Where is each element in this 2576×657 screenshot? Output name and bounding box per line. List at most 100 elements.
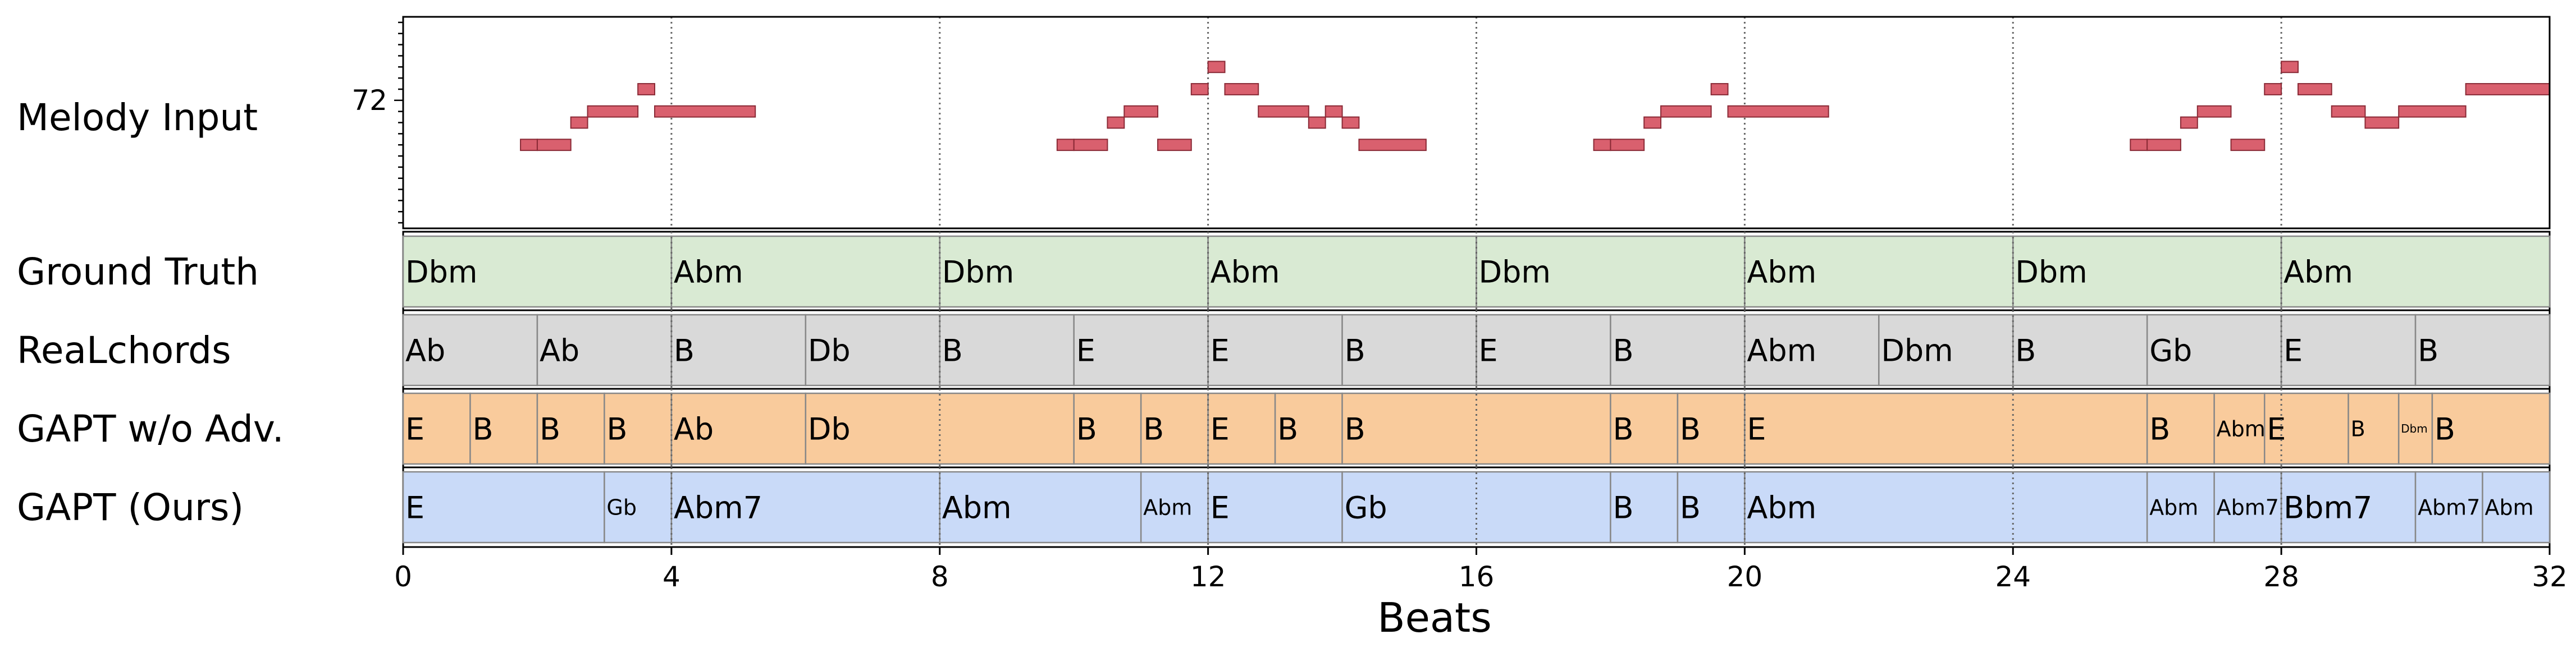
chord-segment — [2146, 392, 2215, 465]
chord-label: Abm — [942, 490, 1012, 525]
chord-label: Abm7 — [674, 490, 762, 525]
chord-label: E — [1747, 411, 1766, 447]
chord-label: B — [2149, 411, 2170, 447]
melody-note — [2398, 105, 2467, 118]
chord-segment — [2280, 235, 2551, 308]
melody-note — [2364, 116, 2400, 129]
chord-segment — [1744, 314, 1880, 387]
chord-label: Ab — [405, 333, 445, 368]
chord-label: Dbm — [942, 254, 1014, 290]
chord-label: Db — [808, 411, 851, 447]
melody-y-tick-label: 72 — [351, 84, 387, 117]
chord-label: Gb — [1345, 490, 1387, 525]
chord-label: B — [472, 411, 493, 447]
chord-label: E — [1076, 333, 1095, 368]
melody-note — [1610, 139, 1645, 151]
chord-label: Dbm — [2015, 254, 2087, 290]
chord-label: Abm — [674, 254, 743, 290]
chord-segment — [2213, 471, 2282, 544]
chord-segment — [670, 471, 940, 544]
chord-label: Dbm — [405, 254, 477, 290]
melody-note — [570, 116, 588, 129]
chord-label: B — [1613, 490, 1633, 525]
chord-segment — [402, 235, 673, 308]
chord-label: B — [1345, 333, 1365, 368]
chord-segment — [670, 235, 940, 308]
chord-segment — [1610, 392, 1679, 465]
x-tick-label: 8 — [931, 560, 949, 593]
chord-segment — [2012, 235, 2282, 308]
chord-segment — [1140, 471, 1209, 544]
melody-note — [2180, 116, 2198, 129]
chord-label: E — [1211, 490, 1230, 525]
chord-segment — [1744, 235, 2014, 308]
chord-label: E — [405, 490, 424, 525]
x-tick-label: 28 — [2263, 560, 2299, 593]
chord-segment — [1476, 314, 1611, 387]
x-tick-label: 16 — [1459, 560, 1495, 593]
chord-label: B — [1277, 411, 1298, 447]
gapt-ours-track: GAPT (Ours) E Gb Abm7 Abm Abm E Gb B B Abm Abm Abm7 B… — [17, 466, 2551, 548]
chord-label: Abm — [1747, 333, 1816, 368]
chord-segment — [1207, 471, 1343, 544]
chord-segment — [2431, 392, 2551, 465]
x-axis-title: Beats — [1377, 594, 1492, 641]
chord-segment — [1207, 314, 1343, 387]
melody-note — [1341, 116, 1360, 129]
melody-note — [1643, 116, 1662, 129]
x-tick-label: 4 — [663, 560, 680, 593]
chord-segment — [1073, 314, 1209, 387]
chord-label: B — [1613, 411, 1633, 447]
chord-label: B — [2418, 333, 2438, 368]
chord-segment — [1677, 471, 1746, 544]
x-axis: 0 4 8 12 16 20 24 28 32 — [394, 547, 2568, 593]
x-tick-label: 24 — [1995, 560, 2031, 593]
chord-segment — [670, 392, 807, 465]
chord-label: E — [405, 411, 424, 447]
chord-segment — [1610, 471, 1679, 544]
melody-note — [1073, 139, 1108, 151]
chord-label: Abm — [2485, 495, 2534, 520]
chord-label: Abm — [2217, 417, 2266, 442]
chord-label: B — [606, 411, 627, 447]
melody-note — [536, 139, 572, 151]
chord-label: Abm — [2283, 254, 2353, 290]
chord-segment — [670, 314, 807, 387]
gapt-wo-adv-track: GAPT w/o Adv. E B B B Ab Db B B E B B B B E B Abm E B Dbm B — [17, 388, 2551, 470]
chord-label: Abm — [1747, 254, 1816, 290]
melody-note — [1660, 105, 1712, 118]
realchords-label: ReaLchords — [17, 329, 231, 372]
melody-note — [2331, 105, 2366, 118]
chord-label: Abm — [1143, 495, 1192, 520]
chord-segment — [1610, 314, 1746, 387]
chord-segment — [2012, 314, 2148, 387]
gapt-ours-label: GAPT (Ours) — [17, 486, 244, 529]
chord-label: E — [2267, 411, 2286, 447]
chord-label: B — [2351, 417, 2365, 442]
chord-segment — [1207, 392, 1276, 465]
ground-truth-label: Ground Truth — [17, 250, 259, 293]
chord-segment — [1140, 392, 1209, 465]
melody-note — [654, 105, 756, 118]
melody-note — [2230, 139, 2266, 151]
melody-panel: 72 — [351, 16, 2551, 229]
chord-label: B — [674, 333, 695, 368]
chord-label: Gb — [606, 495, 637, 520]
chord-segment — [1744, 471, 2148, 544]
chord-segment — [805, 314, 940, 387]
melody-note — [2146, 139, 2181, 151]
melody-frame — [402, 16, 2551, 229]
chord-segment — [939, 314, 1075, 387]
chord-segment — [1207, 235, 1477, 308]
melody-note — [1224, 83, 1259, 95]
chord-tracks: Ground Truth Dbm Abm Dbm Abm Dbm Abm Dbm AbmReaL… — [17, 231, 2551, 548]
realchords-track: ReaLchords Ab Ab B Db B E E B E B Abm Dbm B Gb E B — [17, 309, 2551, 391]
chord-label: B — [1680, 490, 1701, 525]
chord-segment — [2264, 392, 2349, 465]
chord-segment — [1878, 314, 2014, 387]
chord-segment — [2482, 471, 2551, 544]
chord-segment — [939, 235, 1209, 308]
x-tick-label: 0 — [394, 560, 412, 593]
gapt-wo-adv-label: GAPT w/o Adv. — [17, 407, 284, 451]
